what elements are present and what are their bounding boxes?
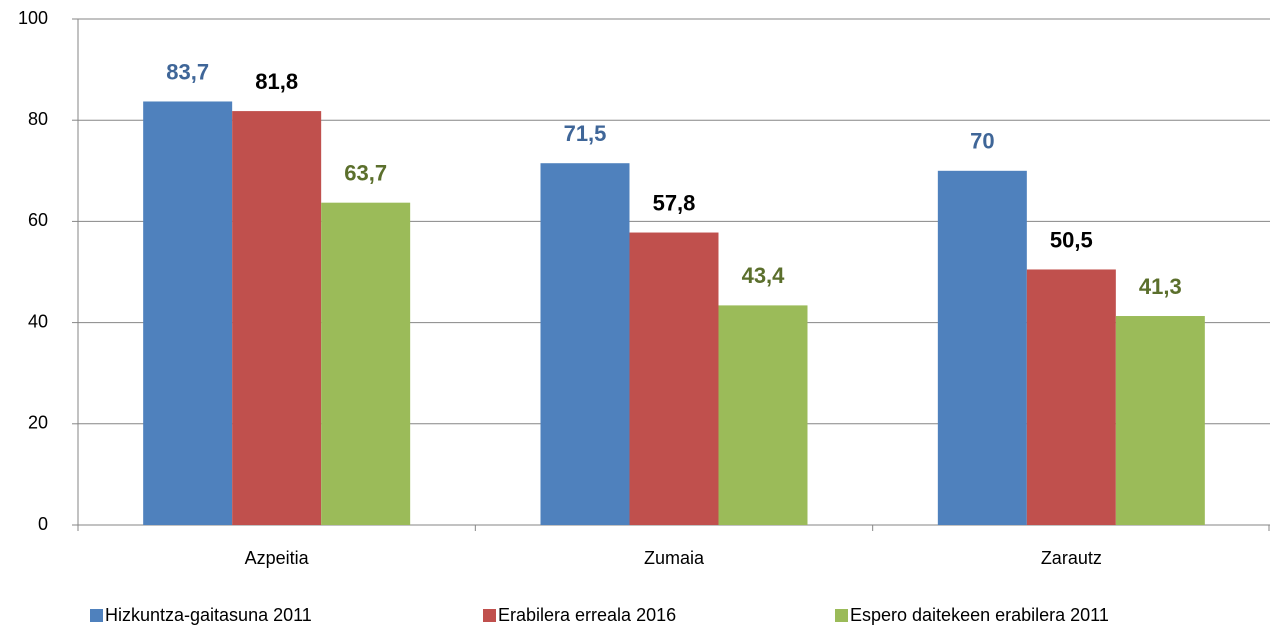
legend-label: Erabilera erreala 2016 [498, 605, 676, 625]
bar [232, 111, 322, 525]
x-tick-label: Azpeitia [245, 548, 310, 568]
value-label: 63,7 [344, 160, 387, 185]
bar [1026, 269, 1116, 525]
x-tick-label: Zarautz [1041, 548, 1102, 568]
y-tick-label: 80 [28, 109, 48, 129]
legend-swatch [483, 609, 496, 622]
value-label: 70 [970, 129, 994, 154]
y-tick-label: 100 [18, 8, 48, 28]
value-label: 81,8 [255, 69, 298, 94]
bar [937, 170, 1027, 526]
value-label: 50,5 [1050, 227, 1093, 252]
bar [321, 202, 411, 526]
value-label: 83,7 [166, 59, 209, 84]
y-tick-label: 40 [28, 311, 48, 331]
legend-swatch [835, 609, 848, 622]
bar [718, 305, 808, 525]
bar [629, 232, 719, 526]
value-label: 41,3 [1139, 274, 1182, 299]
y-tick-label: 20 [28, 413, 48, 433]
value-label: 43,4 [742, 263, 786, 288]
value-label: 57,8 [653, 190, 696, 215]
bar [1115, 316, 1205, 525]
legend-label: Hizkuntza-gaitasuna 2011 [105, 605, 312, 625]
bar [540, 163, 630, 525]
legend-label: Espero daitekeen erabilera 2011 [850, 605, 1109, 625]
y-tick-label: 0 [38, 514, 48, 534]
y-tick-label: 60 [28, 210, 48, 230]
legend-swatch [90, 609, 103, 622]
x-tick-label: Zumaia [644, 548, 705, 568]
bar [143, 101, 233, 525]
value-label: 71,5 [564, 121, 607, 146]
